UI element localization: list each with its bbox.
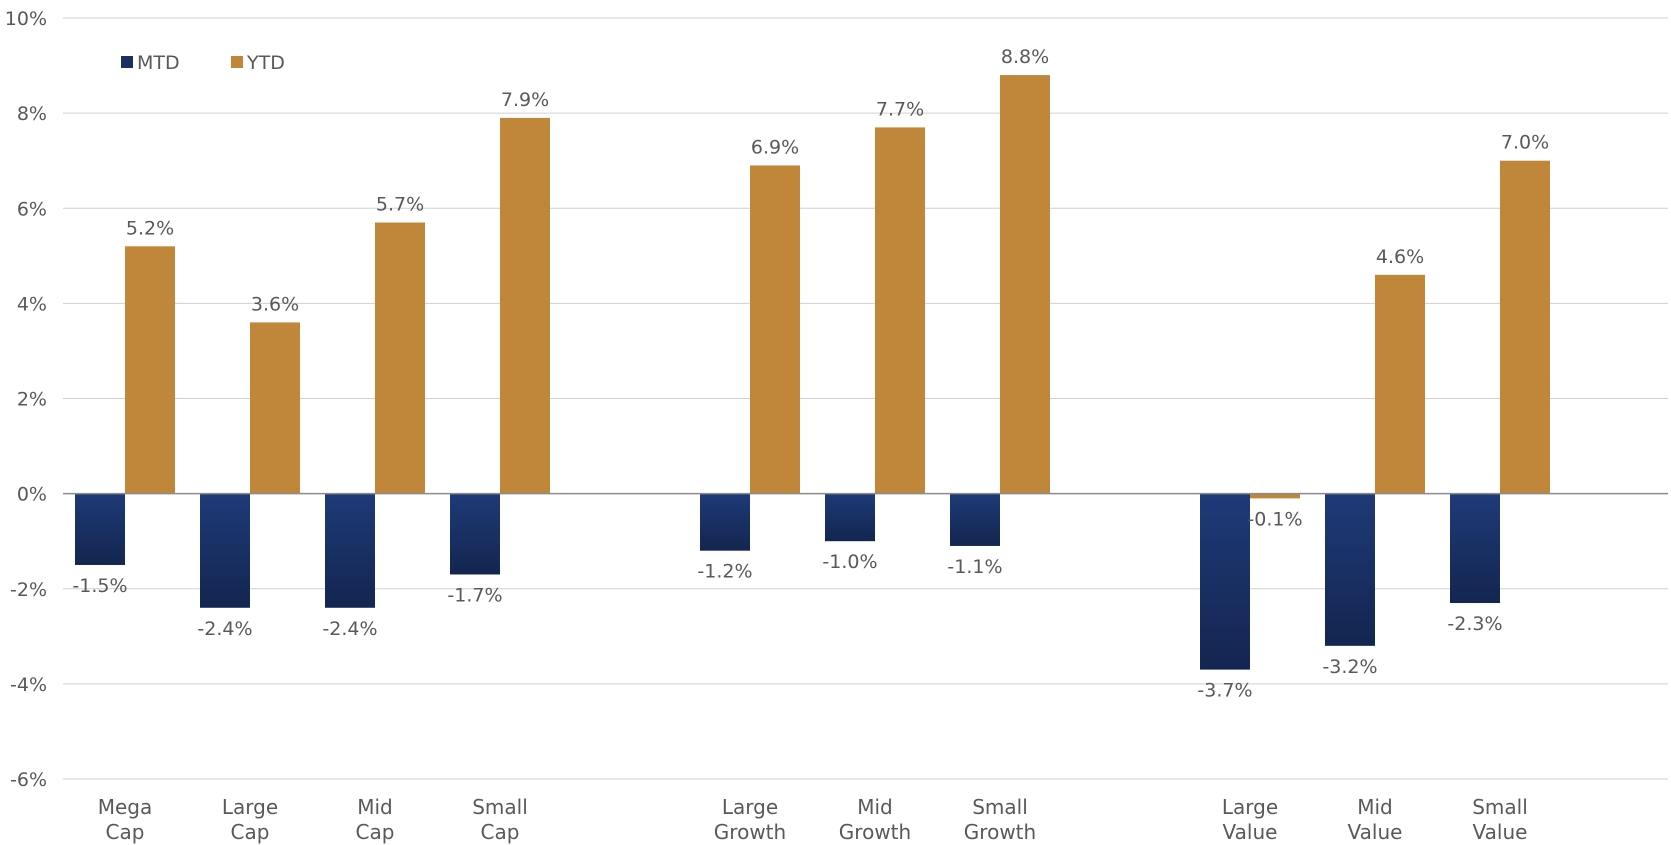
legend: MTD YTD [121,52,285,74]
category-label: Large Cap [222,795,278,844]
category-label: Large Value [1222,795,1278,844]
category-label-line: Growth [714,820,786,844]
ytd-data-label: 5.7% [376,194,424,216]
category-label: Mega Cap [98,795,153,844]
y-tick-label: 8% [17,103,47,125]
category-label-line: Cap [356,820,395,844]
category-label: Mid Cap [356,795,395,844]
mtd-data-label: -1.7% [447,584,502,606]
bars [75,75,1550,670]
ytd-bar [750,165,800,494]
mtd-bar [75,493,125,565]
ytd-bar [1375,274,1425,494]
ytd-data-label: 7.7% [876,98,924,120]
y-tick-label: 0% [17,484,47,506]
ytd-bar [1250,493,1300,499]
ytd-data-label: -0.1% [1247,508,1302,530]
y-tick-label: 4% [17,293,47,315]
y-tick-label: -4% [10,674,47,696]
ytd-bar [250,322,300,494]
y-tick-label: 2% [17,389,47,411]
data-labels: -1.5% -2.4% -2.4% -1.7% -1.2% -1.0% -1.1% -3.7%… [72,46,1549,702]
category-label-line: Large [1222,795,1278,819]
y-tick-label: -2% [10,579,47,601]
ytd-data-label: 3.6% [251,293,299,315]
category-label-line: Small [472,795,528,819]
legend-swatch-ytd [231,56,243,68]
ytd-data-label: 5.2% [126,217,174,239]
category-label: Small Growth [964,795,1036,844]
ytd-bar [375,222,425,494]
ytd-bar [125,246,175,494]
ytd-data-label: 8.8% [1001,46,1049,68]
mtd-data-label: -3.2% [1322,656,1377,678]
category-label: Small Value [1472,795,1528,844]
category-label-line: Value [1348,820,1403,844]
mtd-bar [1325,493,1375,646]
category-label-line: Small [1472,795,1528,819]
legend-label-mtd: MTD [137,52,180,74]
category-label: Mid Value [1348,795,1403,844]
ytd-bar [875,127,925,494]
category-label: Large Growth [714,795,786,844]
category-label-line: Growth [964,820,1036,844]
mtd-bar [1200,493,1250,670]
ytd-data-label: 4.6% [1376,246,1424,268]
legend-swatch-mtd [121,56,133,68]
mtd-data-label: -1.5% [72,575,127,597]
mtd-data-label: -2.4% [197,618,252,640]
mtd-bar [450,493,500,575]
category-label-line: Cap [481,820,520,844]
category-label-line: Value [1473,820,1528,844]
y-tick-label: 6% [17,198,47,220]
category-label-line: Growth [839,820,911,844]
category-label-line: Small [972,795,1028,819]
category-label-line: Large [222,795,278,819]
mtd-data-label: -1.1% [947,556,1002,578]
category-label-line: Mid [857,795,893,819]
ytd-data-label: 7.0% [1501,132,1549,154]
ytd-bar [1500,160,1550,494]
mtd-bar [950,493,1000,546]
mtd-data-label: -1.0% [822,551,877,573]
mtd-data-label: -3.7% [1197,680,1252,702]
ytd-data-label: 6.9% [751,136,799,158]
y-axis-ticks: -6% -4% -2% 0% 2% 4% 6% 8% 10% [5,8,47,791]
ytd-bar [1000,75,1050,494]
y-tick-label: -6% [10,769,47,791]
gridlines [63,17,1668,780]
category-label-line: Mid [1357,795,1393,819]
mtd-bar [325,493,375,608]
ytd-bar [500,117,550,494]
mtd-bar [700,493,750,551]
category-label-line: Large [722,795,778,819]
category-label-line: Cap [231,820,270,844]
mtd-bar [200,493,250,608]
ytd-data-label: 7.9% [501,89,549,111]
category-label-line: Cap [106,820,145,844]
mtd-data-label: -2.4% [322,618,377,640]
mtd-bar [1450,493,1500,604]
mtd-bar [825,493,875,542]
legend-label-ytd: YTD [246,52,285,74]
y-tick-label: 10% [5,8,47,30]
category-label-line: Mid [357,795,393,819]
category-label: Small Cap [472,795,528,844]
mtd-data-label: -1.2% [697,561,752,583]
mtd-data-label: -2.3% [1447,613,1502,635]
category-label: Mid Growth [839,795,911,844]
category-label-line: Mega [98,795,153,819]
category-label-line: Value [1223,820,1278,844]
